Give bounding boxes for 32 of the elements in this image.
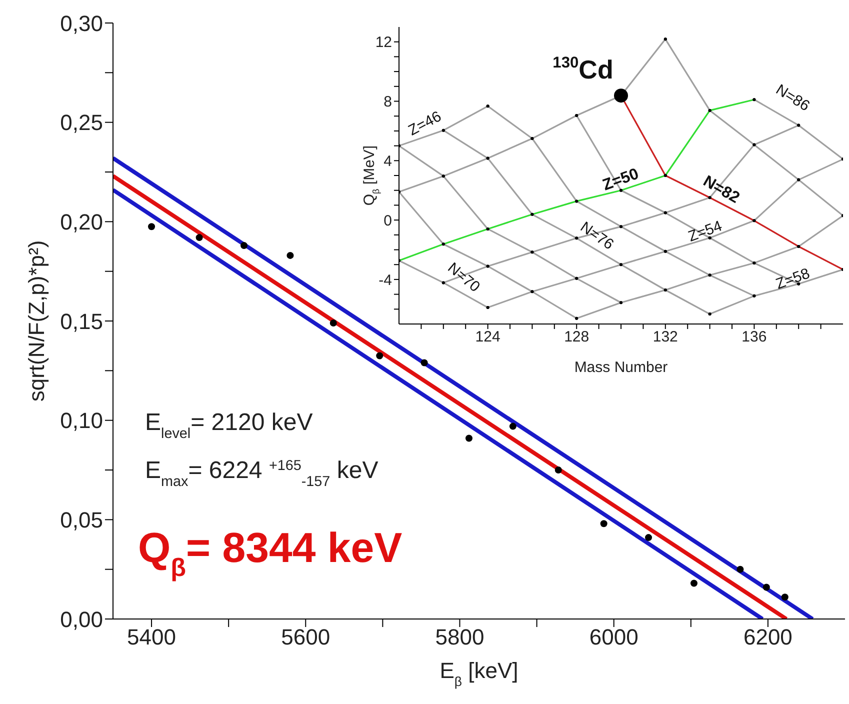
y-tick-label: 0,00 — [60, 606, 103, 632]
annotation: $^{130}$Cd — [552, 54, 614, 84]
annotation: Z=58 — [774, 265, 812, 293]
x-tick-label: 128 — [564, 328, 590, 346]
annotation: Q$_{β}$= 8344 keV — [138, 524, 402, 582]
y-tick-label: 0,25 — [60, 110, 103, 136]
annotation: E$_{max}$= 6224 $^{+165}$$_{-157}$ keV — [145, 457, 378, 490]
y-tick-label: 12 — [375, 34, 392, 52]
x-tick-label: 6000 — [589, 624, 638, 650]
y-tick-label: 0,05 — [60, 507, 103, 532]
x-axis-title: Mass Number — [574, 359, 668, 376]
annotation: E$_{level}$= 2120 keV — [145, 409, 313, 442]
x-tick-label: 5400 — [127, 624, 176, 650]
y-tick-label: 0 — [384, 212, 392, 230]
x-tick-label: 136 — [742, 328, 767, 346]
x-tick-label: 132 — [652, 328, 678, 346]
y-tick-label: 0,30 — [60, 10, 103, 36]
y-tick-label: 0,15 — [60, 308, 103, 334]
y-axis-title: sqrt(N/F(Z,p)*p²) — [24, 240, 49, 402]
y-tick-label: 0,20 — [60, 209, 103, 234]
x-tick-label: 124 — [475, 328, 500, 346]
x-tick-label: 5600 — [281, 624, 330, 650]
x-axis-title: E$_{β}$ [keV] — [440, 658, 518, 688]
y-tick-label: 4 — [384, 152, 392, 170]
annotation: Z=46 — [406, 108, 444, 140]
y-tick-label: 8 — [384, 94, 392, 111]
y-tick-label: 0,10 — [60, 408, 103, 434]
annotation: Z=50 — [600, 166, 642, 194]
annotation: Z=54 — [686, 218, 724, 246]
x-tick-label: 6200 — [743, 624, 792, 650]
y-tick-label: -4 — [378, 272, 392, 289]
x-tick-label: 5800 — [435, 624, 484, 650]
